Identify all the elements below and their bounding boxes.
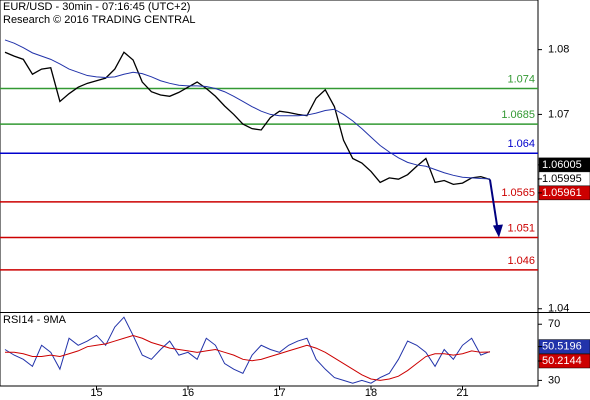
y-tick-label: 1.08 [548, 44, 569, 56]
projection-arrowhead [492, 224, 503, 238]
rsi-title: RSI14 - 9MA [3, 314, 67, 326]
chart-title: EUR/USD - 30min - 07:16:45 (UTC+2) [3, 1, 190, 13]
last-value: 1.06005 [542, 159, 582, 171]
last-value: 50.5196 [542, 340, 582, 352]
y-tick-label: 1.04 [548, 303, 569, 315]
x-tick-label: 17 [273, 387, 285, 399]
x-tick-label: 21 [456, 387, 468, 399]
level-label: 1.064 [507, 138, 535, 150]
level-label: 1.046 [507, 255, 535, 267]
plot-frame [0, 0, 539, 387]
level-label: 1.051 [507, 222, 535, 234]
projection-arrow [488, 179, 499, 232]
level-label: 1.0565 [501, 187, 535, 199]
x-tick-label: 15 [90, 387, 102, 399]
x-tick-label: 16 [182, 387, 194, 399]
series-line [4, 39, 490, 180]
y-tick-label: 1.07 [548, 108, 569, 120]
series-line [5, 334, 490, 381]
series-line [4, 51, 491, 186]
x-tick-label: 18 [365, 387, 377, 399]
y-tick-label: 30 [548, 374, 560, 386]
last-value: 50.2144 [542, 355, 582, 367]
chart-subtitle: Research © 2016 TRADING CENTRAL [3, 14, 196, 26]
level-label: 1.074 [507, 73, 535, 85]
y-tick-label: 70 [548, 318, 560, 330]
series-line [4, 316, 491, 384]
indicator-value: 1.05961 [542, 187, 582, 199]
last-value: 1.05995 [542, 173, 582, 185]
level-label: 1.0685 [501, 109, 535, 121]
